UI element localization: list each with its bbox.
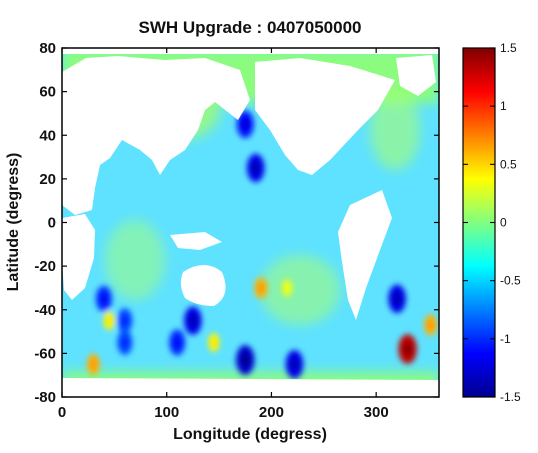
colorbar-tick-label: 1.5 <box>500 41 517 55</box>
anomaly-core <box>402 342 413 356</box>
anomaly-core <box>290 357 299 371</box>
x-tick-label: 0 <box>58 404 66 421</box>
anomaly-core <box>392 292 402 306</box>
colorbar-tick-label: -1 <box>500 332 511 346</box>
anomaly-core <box>284 284 290 292</box>
x-axis-label: Longitude (degress) <box>173 426 327 443</box>
colorbar <box>462 47 496 398</box>
land-mask <box>62 48 439 397</box>
anomaly-core <box>251 161 261 175</box>
x-axis-ticks: 0 100 200 300 <box>58 48 389 421</box>
chart-title: SWH Upgrade : 0407050000 <box>138 18 362 37</box>
colorbar-tick-label: 0.5 <box>500 157 517 171</box>
atlantic-north-cool <box>370 90 420 170</box>
colorbar-tick-label: -0.5 <box>500 274 521 288</box>
y-tick-label: -80 <box>34 389 56 406</box>
y-tick-label: -60 <box>34 345 56 362</box>
anomaly-core <box>240 353 250 367</box>
land-maritime-continent <box>170 232 222 250</box>
anomaly-core <box>188 314 198 328</box>
land-africa-eurasia <box>62 56 250 215</box>
land-australia <box>180 265 226 306</box>
colorbar-tick-label: 1 <box>500 99 507 113</box>
y-tick-label: 60 <box>39 84 56 101</box>
anomaly-core <box>99 292 108 305</box>
y-tick-label: 40 <box>39 127 56 144</box>
x-tick-label: 300 <box>364 404 389 421</box>
colorbar-tick-label: 0 <box>500 216 507 230</box>
wave-height-map <box>62 48 439 397</box>
anomaly-core <box>121 336 129 349</box>
colorbar-ticks: 1.5 1 0.5 0 -0.5 -1 -1.5 <box>463 41 521 404</box>
land-antarctica <box>62 378 439 397</box>
indian-ocean-warm <box>105 220 165 300</box>
x-tick-label: 200 <box>259 404 284 421</box>
y-tick-label: 80 <box>39 40 56 57</box>
anomaly-core <box>90 359 97 370</box>
anomaly-core <box>211 338 217 347</box>
land-south-america <box>338 190 392 320</box>
y-axis-ticks: 80 60 40 20 0 -20 -40 -60 -80 <box>34 40 439 406</box>
anomaly-core <box>427 320 434 330</box>
colorbar-tick-label: -1.5 <box>500 390 521 404</box>
anomaly-core <box>257 283 265 293</box>
y-tick-label: 0 <box>48 215 56 232</box>
y-tick-label: -40 <box>34 302 56 319</box>
y-axis-label: Latitude (degress) <box>5 152 22 292</box>
anomaly-core <box>106 316 112 325</box>
land-north-america <box>255 58 395 175</box>
south-pacific-warm <box>260 255 340 325</box>
land-africa-south <box>62 214 95 300</box>
x-tick-label: 100 <box>154 404 179 421</box>
land-polar-strip <box>62 48 439 54</box>
land-greenland <box>396 55 436 96</box>
y-tick-label: -20 <box>34 258 56 275</box>
y-tick-label: 20 <box>39 171 56 188</box>
anomaly-core <box>241 118 250 131</box>
anomaly-core <box>121 314 129 327</box>
anomaly-core <box>173 336 182 349</box>
